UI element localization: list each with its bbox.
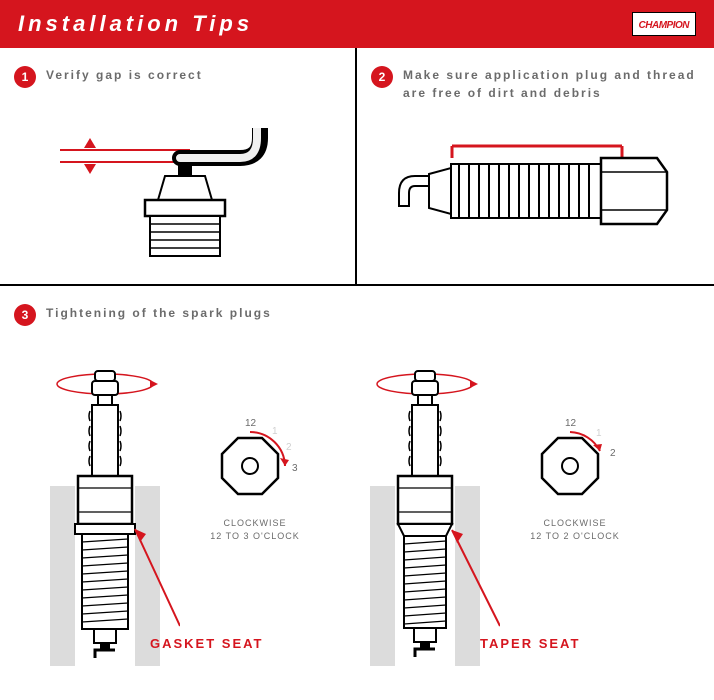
top-panels-row: 1 Verify gap is correct <box>0 48 714 286</box>
step-number-badge: 1 <box>14 66 36 88</box>
header-title: Installation Tips <box>18 11 253 37</box>
panel-verify-gap: 1 Verify gap is correct <box>0 48 357 284</box>
brand-logo: CHAMPION <box>632 12 696 36</box>
panel-tightening: 3 Tightening of the spark plugs <box>0 286 714 698</box>
brand-logo-text: CHAMPION <box>639 20 689 31</box>
seat-label-taper: TAPER SEAT <box>480 636 580 651</box>
step-title: Verify gap is correct <box>46 66 203 84</box>
plug-gasket-svg <box>50 366 180 666</box>
seat-label-gasket: GASKET SEAT <box>150 636 264 651</box>
dial-tick-2: 2 <box>286 442 292 453</box>
dial-gasket: 12 1 2 3 CLOCKWISE 12 TO 3 O'CLOCK <box>200 416 310 542</box>
dial-tick-1: 1 <box>272 426 278 437</box>
dial-label: CLOCKWISE 12 TO 3 O'CLOCK <box>200 517 310 542</box>
plug-taper-svg <box>370 366 500 666</box>
step-header: 3 Tightening of the spark plugs <box>14 304 700 326</box>
step-title: Tightening of the spark plugs <box>46 304 272 322</box>
dial-tick-12: 12 <box>245 418 257 429</box>
dial-tick-12: 12 <box>565 418 577 429</box>
dial-label-line2: 12 TO 2 O'CLOCK <box>530 531 619 541</box>
panel-clean-thread: 2 Make sure application plug and thread … <box>357 48 714 284</box>
dial-gasket-svg: 12 1 2 3 <box>200 416 310 506</box>
dial-tick-3: 3 <box>292 463 298 474</box>
plug-gasket-seat <box>50 366 180 671</box>
dial-label-line1: CLOCKWISE <box>223 518 286 528</box>
gap-diagram <box>50 128 310 273</box>
thread-diagram <box>397 138 697 263</box>
dial-label-line2: 12 TO 3 O'CLOCK <box>210 531 299 541</box>
step-header: 1 Verify gap is correct <box>14 66 341 88</box>
header-bar: Installation Tips CHAMPION <box>0 0 714 48</box>
dial-taper: 12 1 2 CLOCKWISE 12 TO 2 O'CLOCK <box>520 416 630 542</box>
step-number-badge: 3 <box>14 304 36 326</box>
dial-tick-2: 2 <box>610 448 616 459</box>
dial-label: CLOCKWISE 12 TO 2 O'CLOCK <box>520 517 630 542</box>
thread-diagram-svg <box>397 138 697 258</box>
gap-diagram-svg <box>50 128 310 268</box>
step-number-badge: 2 <box>371 66 393 88</box>
plug-taper-seat <box>370 366 500 671</box>
step-header: 2 Make sure application plug and thread … <box>371 66 700 102</box>
dial-taper-svg: 12 1 2 <box>520 416 630 506</box>
dial-label-line1: CLOCKWISE <box>543 518 606 528</box>
step-title: Make sure application plug and thread ar… <box>403 66 700 102</box>
dial-tick-1: 1 <box>596 428 602 439</box>
